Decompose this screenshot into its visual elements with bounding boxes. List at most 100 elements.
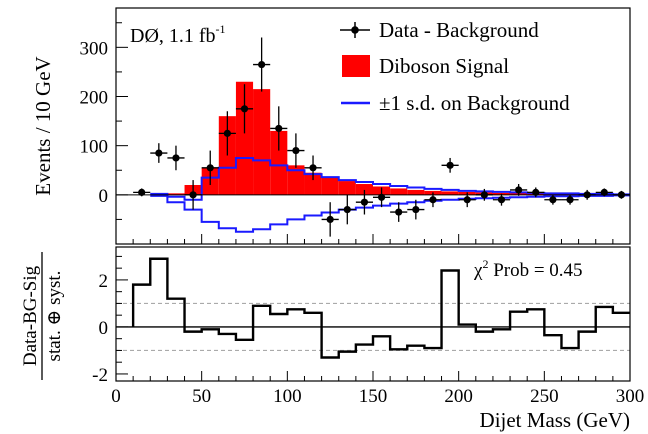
chi2-annotation: χ2 Prob = 0.45 xyxy=(473,257,583,281)
data-point xyxy=(373,187,391,208)
legend-item-data: Data - Background xyxy=(340,18,539,42)
signal-bar xyxy=(287,165,305,195)
data-point xyxy=(287,133,305,168)
data-point-marker xyxy=(309,164,317,172)
legend-data-marker-point xyxy=(351,26,359,34)
data-point xyxy=(544,194,562,205)
data-point xyxy=(133,188,151,197)
top-frame xyxy=(115,7,631,245)
data-point-marker xyxy=(172,154,180,162)
data-point xyxy=(184,180,202,210)
top-panel: 0 100 200 300 DØ, 1.1 fb-1 Data - Backgroun… xyxy=(31,7,631,245)
signal-bar xyxy=(304,172,322,195)
top-y-axis-label: Events / 10 GeV xyxy=(31,56,55,195)
data-point-marker xyxy=(206,164,214,172)
bottom-y-tick-label: 0 xyxy=(99,318,109,339)
data-point xyxy=(612,190,630,199)
data-point xyxy=(201,150,219,185)
data-point xyxy=(561,194,579,205)
data-point-marker xyxy=(292,146,300,155)
data-point-marker xyxy=(617,191,626,199)
x-tick-label: 150 xyxy=(359,386,388,407)
top-y-tick-label: 0 xyxy=(99,186,109,207)
data-point-marker xyxy=(515,186,523,194)
x-tick-label: 200 xyxy=(444,386,473,407)
signal-bar xyxy=(407,189,425,195)
data-point-marker xyxy=(223,129,231,137)
signal-bar xyxy=(235,81,254,195)
data-point-marker xyxy=(395,208,403,216)
data-point-marker xyxy=(549,196,557,204)
legend-item-signal: Diboson Signal xyxy=(342,54,509,78)
data-point xyxy=(578,189,596,200)
bottom-frame xyxy=(115,246,631,382)
data-point-marker xyxy=(155,149,163,157)
data-point xyxy=(407,199,425,220)
x-axis-label: Dijet Mass (GeV) xyxy=(480,408,630,432)
data-point xyxy=(492,193,511,206)
data-point-marker xyxy=(532,188,540,196)
x-tick-label: 50 xyxy=(192,386,211,407)
data-point-marker xyxy=(189,191,197,199)
data-point xyxy=(235,84,254,134)
data-point-marker xyxy=(497,196,506,204)
bottom-y-tick-label: 2 xyxy=(99,271,109,292)
data-point xyxy=(424,192,442,208)
signal-bar xyxy=(390,188,408,195)
top-plot-area xyxy=(116,37,630,237)
data-point xyxy=(253,37,271,92)
legend: Data - Background Diboson Signal ±1 s.d.… xyxy=(340,18,570,115)
data-point-marker xyxy=(566,196,574,204)
data-point xyxy=(355,189,373,215)
data-point-marker xyxy=(412,205,420,214)
data-point xyxy=(167,145,185,171)
data-point-marker xyxy=(463,196,471,204)
data-point-marker xyxy=(240,105,249,113)
signal-bar xyxy=(355,184,373,195)
residual-histogram xyxy=(131,257,630,359)
signal-bar xyxy=(253,89,271,195)
data-point-marker xyxy=(583,191,591,199)
bottom-y-axis-label: Data-BG-Sig stat. ⊕ syst. xyxy=(20,252,65,380)
bottom-y-tick-label: -2 xyxy=(92,365,108,386)
x-tick-label: 100 xyxy=(273,386,302,407)
data-point-marker xyxy=(275,124,283,133)
bottom-plot-area xyxy=(116,257,630,359)
x-tick-label: 300 xyxy=(616,386,645,407)
data-point-marker xyxy=(326,215,334,224)
legend-item-band: ±1 s.d. on Background xyxy=(341,91,570,115)
data-point-marker xyxy=(360,198,369,206)
bottom-y-label-numerator: Data-BG-Sig xyxy=(20,265,41,366)
data-point-marker xyxy=(138,188,146,196)
legend-signal-swatch xyxy=(342,55,370,77)
top-y-tick-label: 200 xyxy=(80,88,109,109)
legend-band-label: ±1 s.d. on Background xyxy=(379,91,570,115)
background-band-lower xyxy=(150,194,630,233)
data-point xyxy=(510,184,528,196)
data-point xyxy=(595,188,613,197)
data-point-marker xyxy=(377,193,386,201)
data-point-marker xyxy=(446,161,454,169)
signal-bar xyxy=(338,181,356,195)
top-y-tick-label: 100 xyxy=(80,137,109,158)
data-point-marker xyxy=(258,60,266,69)
data-point xyxy=(338,194,356,225)
data-point-marker xyxy=(343,205,351,214)
data-point xyxy=(475,188,493,201)
data-point-marker xyxy=(600,188,608,196)
data-point xyxy=(304,155,322,181)
data-point-marker xyxy=(429,196,437,204)
signal-bar xyxy=(441,191,459,195)
data-point xyxy=(527,187,545,198)
data-point xyxy=(441,157,459,173)
data-point-marker xyxy=(480,191,488,199)
legend-data-label: Data - Background xyxy=(379,18,539,42)
x-tick-label: 0 xyxy=(111,386,121,407)
data-point xyxy=(150,143,168,163)
legend-signal-label: Diboson Signal xyxy=(379,54,509,78)
data-point xyxy=(270,106,288,151)
data-point xyxy=(458,192,476,208)
